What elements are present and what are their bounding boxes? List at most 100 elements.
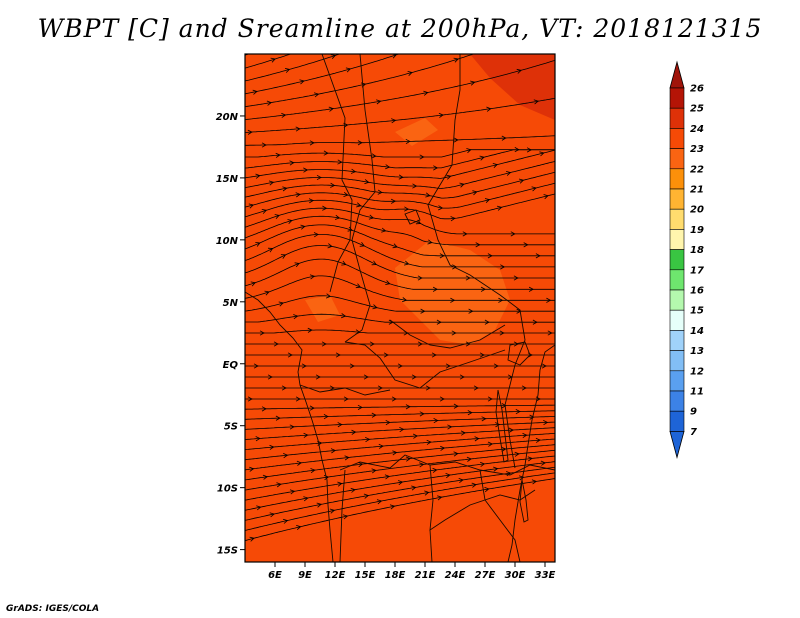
streamline-arrowhead [446, 174, 452, 180]
streamline-arrowhead [316, 502, 322, 508]
streamline-arrowhead [316, 43, 321, 47]
border-line [429, 529, 433, 562]
colorbar-label: 13 [690, 346, 704, 357]
colorbar-label: 14 [690, 326, 704, 337]
streamline-arrowhead [325, 293, 332, 299]
streamline-arrowhead [300, 224, 306, 230]
lat-tick-label: 5S [224, 422, 238, 433]
lon-tick-label: 6E [268, 570, 282, 581]
streamline-arrowhead [392, 450, 398, 456]
streamline-arrowhead [513, 275, 519, 281]
colorbar-swatch [669, 289, 685, 311]
streamline [245, 466, 555, 521]
streamline-arrowhead [376, 99, 382, 105]
border-line [299, 384, 391, 396]
streamline-arrowhead [363, 493, 370, 499]
streamline-arrowhead [514, 451, 520, 457]
streamline [245, 478, 555, 542]
lat-tick-label: 5N [223, 298, 239, 309]
streamline-arrowhead [340, 313, 347, 319]
streamline-arrowhead [295, 126, 301, 132]
streamline-arrowhead [377, 189, 383, 195]
streamline-arrowhead [412, 433, 419, 439]
color-bar: 26 25 24 23 22 21 20 19 18 17 16 15 14 13 12 11 9 7 [669, 60, 704, 459]
border-line [479, 469, 521, 562]
streamline-arrowhead [308, 198, 315, 204]
streamline-arrowhead [532, 319, 538, 325]
streamline-arrowhead [475, 242, 481, 248]
streamline-arrowhead [419, 154, 425, 160]
streamline-arrowhead [445, 363, 451, 369]
wbpt-24-25-region [470, 54, 555, 120]
streamline-arrowhead [294, 262, 300, 268]
streamline-arrowhead [445, 473, 451, 479]
streamline-arrowhead [501, 403, 507, 409]
streamline-arrowhead [247, 129, 253, 135]
streamline-arrowhead [303, 432, 309, 438]
streamline-arrowhead [289, 424, 295, 430]
border-line [344, 341, 506, 389]
streamline-arrowhead [267, 247, 274, 253]
lon-tick-label: 21E [415, 570, 436, 581]
streamline-arrowhead [256, 505, 262, 511]
streamline-arrowhead [526, 147, 532, 153]
colorbar-label: 21 [690, 185, 704, 196]
streamline-arrowhead [474, 436, 480, 442]
coastline-west [245, 291, 334, 562]
streamline-arrowhead [436, 319, 442, 325]
colorbar-label: 19 [690, 225, 704, 236]
streamline-arrowhead [273, 341, 279, 347]
streamline-arrowhead [274, 214, 280, 219]
streamline-arrowhead [479, 461, 486, 467]
streamline-arrowhead [361, 25, 366, 29]
streamline-arrowhead [466, 148, 472, 154]
streamline-arrowhead [255, 242, 261, 247]
streamline-arrowhead [381, 227, 387, 233]
streamline-arrowhead [527, 456, 533, 462]
streamline-arrowhead [376, 499, 383, 505]
streamline-arrowhead [453, 403, 459, 409]
streamline-arrowhead [417, 275, 423, 281]
streamline [245, 461, 555, 511]
streamline-arrowhead [493, 363, 499, 369]
colorbar-swatch [669, 309, 685, 331]
streamline [245, 207, 555, 235]
colorbar-label: 9 [690, 407, 697, 418]
streamline-arrowhead [261, 406, 267, 412]
streamline-arrowhead [371, 153, 377, 159]
streamline-arrowhead [420, 308, 426, 314]
lat-tick-label: 15S [217, 546, 238, 557]
streamline-arrowhead [295, 192, 301, 198]
streamline-arrowhead [531, 479, 538, 485]
streamline-arrowhead [523, 242, 529, 248]
streamline-arrowhead [383, 352, 389, 358]
streamline-arrowhead [453, 137, 459, 143]
streamline-arrowhead [356, 202, 362, 208]
streamline-arrowhead [261, 209, 268, 214]
streamline-arrowhead [506, 171, 512, 176]
streamline-arrowhead [275, 152, 281, 158]
streamline-arrowhead [539, 151, 545, 157]
streamline-arrowhead [385, 164, 391, 170]
streamline-arrowhead [426, 439, 432, 445]
streamline-arrowhead [307, 327, 313, 333]
streamline-arrowhead [369, 341, 375, 347]
colorbar-swatch [669, 269, 685, 291]
streamline-arrowhead [259, 330, 265, 336]
streamline-arrowhead [417, 341, 423, 347]
streamline-arrowhead [399, 427, 405, 433]
streamline-arrowhead [433, 418, 439, 424]
streamline-arrowhead [372, 304, 378, 310]
streamline-arrowhead [535, 253, 541, 259]
colorbar-label: 15 [690, 306, 704, 317]
streamline-arrowhead [342, 514, 349, 520]
streamline-arrowhead [269, 444, 275, 450]
lat-tick-label: 10S [217, 484, 238, 495]
streamline-arrowhead [501, 135, 507, 141]
streamline [245, 295, 555, 312]
streamline-arrowhead [529, 414, 535, 420]
streamline [245, 97, 555, 133]
colorbar-swatch [669, 410, 685, 432]
streamline-arrowhead [440, 445, 446, 451]
streamline-arrowhead [433, 165, 439, 171]
